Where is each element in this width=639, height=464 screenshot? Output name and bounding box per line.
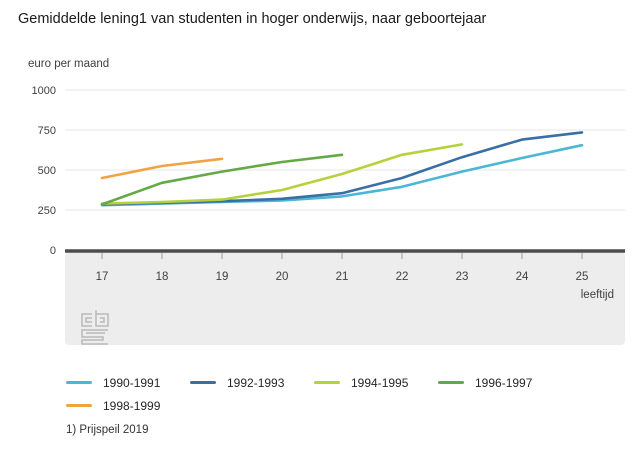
legend-item-1990-1991[interactable]: 1990-1991 — [66, 371, 190, 394]
legend-swatch-1990-1991 — [66, 381, 92, 384]
legend-swatch-1992-1993 — [190, 381, 216, 384]
x-tick-label-17: 17 — [96, 271, 109, 283]
legend-label: 1990-1991 — [103, 375, 161, 390]
x-tick-label-23: 23 — [456, 271, 469, 283]
footnote: 1) Prijspeil 2019 — [66, 424, 149, 436]
cbs-logo-stroke-4 — [81, 329, 108, 345]
y-tick-label-0: 0 — [50, 245, 56, 257]
cbs-logo-stroke-1 — [85, 317, 92, 323]
cbs-logo-stroke-3 — [100, 317, 105, 323]
chart-line-1996-1997 — [100, 153, 344, 206]
y-tick-label-250: 250 — [38, 205, 56, 217]
legend-item-1998-1999[interactable]: 1998-1999 — [66, 394, 190, 417]
cbs-logo-watermark — [81, 310, 109, 345]
legend-swatch-1996-1997 — [438, 381, 464, 384]
legend-item-1996-1997[interactable]: 1996-1997 — [438, 371, 562, 394]
x-tick-label-21: 21 — [336, 271, 349, 283]
legend-item-1992-1993[interactable]: 1992-1993 — [190, 371, 314, 394]
legend-swatch-1994-1995 — [314, 381, 340, 384]
chart-legend: 1990-1991 1992-1993 1994-1995 1996-1997 1998… — [66, 371, 586, 417]
chart-line-1994-1995 — [100, 143, 464, 205]
x-axis-band — [65, 252, 625, 345]
y-tick-label-750: 750 — [38, 125, 56, 137]
y-axis-unit-label: euro per maand — [28, 58, 110, 70]
loan-line-chart: 0 250 500 750 1000 17 18 19 20 21 22 23 24 25 leeftijd — [32, 85, 625, 345]
chart-line-1998-1999 — [100, 157, 224, 180]
x-axis-title: leeftijd — [581, 289, 614, 301]
x-tick-label-19: 19 — [216, 271, 229, 283]
y-tick-label-1000: 1000 — [32, 85, 56, 97]
x-tick-label-25: 25 — [576, 271, 589, 283]
y-tick-label-500: 500 — [38, 165, 56, 177]
legend-label: 1994-1995 — [351, 375, 409, 390]
chart-line-1992-1993 — [100, 131, 584, 206]
x-tick-label-24: 24 — [516, 271, 529, 283]
x-tick-label-20: 20 — [276, 271, 289, 283]
x-tick-label-22: 22 — [396, 271, 409, 283]
cbs-logo-stroke-2 — [95, 310, 109, 327]
legend-label: 1996-1997 — [475, 375, 533, 390]
legend-label: 1998-1999 — [103, 398, 161, 413]
legend-item-1994-1995[interactable]: 1994-1995 — [314, 371, 438, 394]
legend-swatch-1998-1999 — [66, 404, 92, 407]
x-tick-label-18: 18 — [156, 271, 169, 283]
cbs-logo-stroke-0 — [81, 313, 92, 327]
chart-title: Gemiddelde lening1 van studenten in hoge… — [18, 11, 487, 27]
legend-label: 1992-1993 — [227, 375, 285, 390]
